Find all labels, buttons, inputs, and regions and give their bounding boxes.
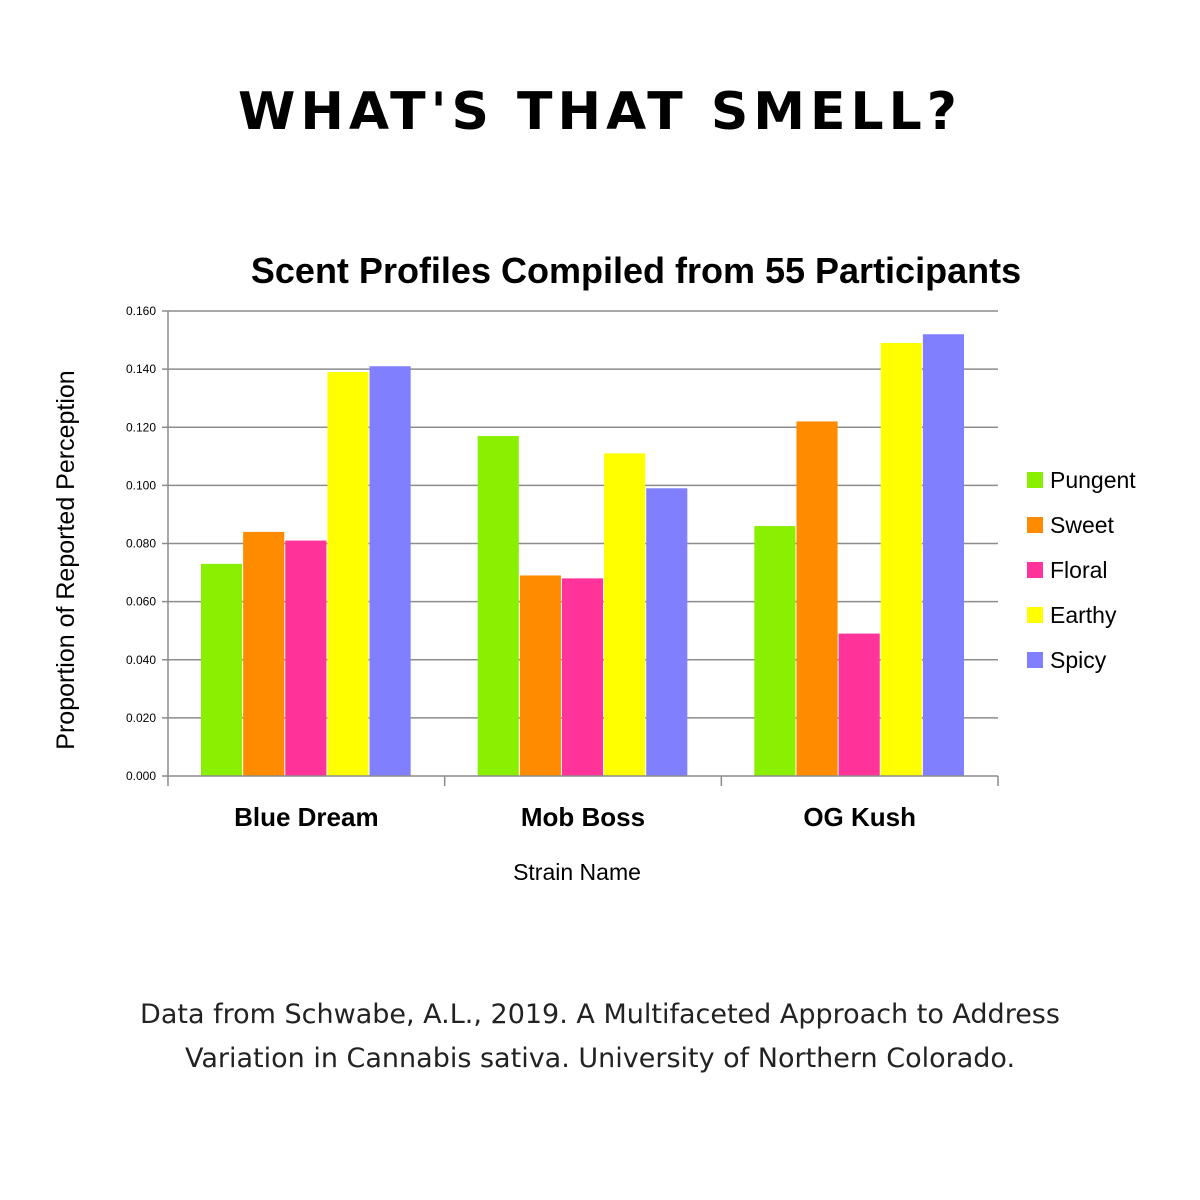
bar-sweet-blue-dream	[243, 531, 285, 776]
legend-label-earthy: Earthy	[1050, 602, 1117, 628]
bar-sweet-mob-boss	[519, 575, 561, 776]
y-tick-label: 0.080	[126, 537, 156, 551]
y-tick-label: 0.040	[126, 653, 156, 667]
y-tick-label: 0.060	[126, 595, 156, 609]
bar-spicy-og-kush	[922, 334, 964, 776]
y-tick-label: 0.140	[126, 362, 156, 376]
x-tick-label: Mob Boss	[521, 802, 645, 832]
axes	[162, 310, 999, 786]
y-axis-title: Proportion of Reported Perception	[52, 370, 80, 749]
bars	[201, 334, 964, 776]
legend-label-sweet: Sweet	[1050, 512, 1115, 538]
y-tick-label: 0.160	[126, 304, 156, 318]
bar-spicy-blue-dream	[369, 366, 411, 776]
axis-labels: 0.000 0.020 0.040 0.060 0.080 0.100 0.120 0.140…	[126, 304, 916, 832]
legend: Pungent Sweet Floral Earthy Spicy	[1027, 467, 1136, 673]
bar-floral-mob-boss	[561, 578, 604, 776]
legend-swatch-earthy	[1027, 607, 1043, 623]
bar-floral-blue-dream	[285, 540, 327, 776]
y-tick-label: 0.100	[126, 478, 156, 492]
x-axis-title: Strain Name	[513, 859, 641, 885]
bar-pungent-blue-dream	[201, 563, 243, 776]
legend-label-floral: Floral	[1050, 557, 1108, 583]
legend-label-pungent: Pungent	[1050, 467, 1136, 493]
x-tick-label: OG Kush	[803, 802, 916, 832]
caption-line-2: Variation in Cannabis sativa. University…	[184, 1043, 1016, 1074]
legend-label-spicy: Spicy	[1050, 647, 1107, 673]
bar-earthy-og-kush	[880, 342, 922, 776]
bar-pungent-og-kush	[754, 526, 796, 776]
y-tick-label: 0.000	[126, 769, 156, 783]
legend-swatch-pungent	[1027, 472, 1043, 488]
x-tick-label: Blue Dream	[234, 802, 379, 832]
bar-spicy-mob-boss	[646, 488, 688, 776]
bar-earthy-mob-boss	[604, 453, 646, 776]
caption-line-1: Data from Schwabe, A.L., 2019. A Multifa…	[140, 999, 1060, 1030]
page-headline: WHAT'S THAT SMELL?	[238, 82, 962, 142]
y-tick-label: 0.120	[126, 420, 156, 434]
legend-swatch-floral	[1027, 562, 1043, 578]
bar-sweet-og-kush	[796, 421, 838, 776]
legend-swatch-sweet	[1027, 517, 1043, 533]
y-tick-label: 0.020	[126, 711, 156, 725]
bar-earthy-blue-dream	[327, 372, 369, 776]
bar-floral-og-kush	[838, 633, 880, 776]
legend-swatch-spicy	[1027, 652, 1043, 668]
chart-title: Scent Profiles Compiled from 55 Particip…	[251, 250, 1021, 291]
bar-pungent-mob-boss	[477, 435, 519, 776]
source-caption: Data from Schwabe, A.L., 2019. A Multifa…	[0, 993, 1180, 1081]
